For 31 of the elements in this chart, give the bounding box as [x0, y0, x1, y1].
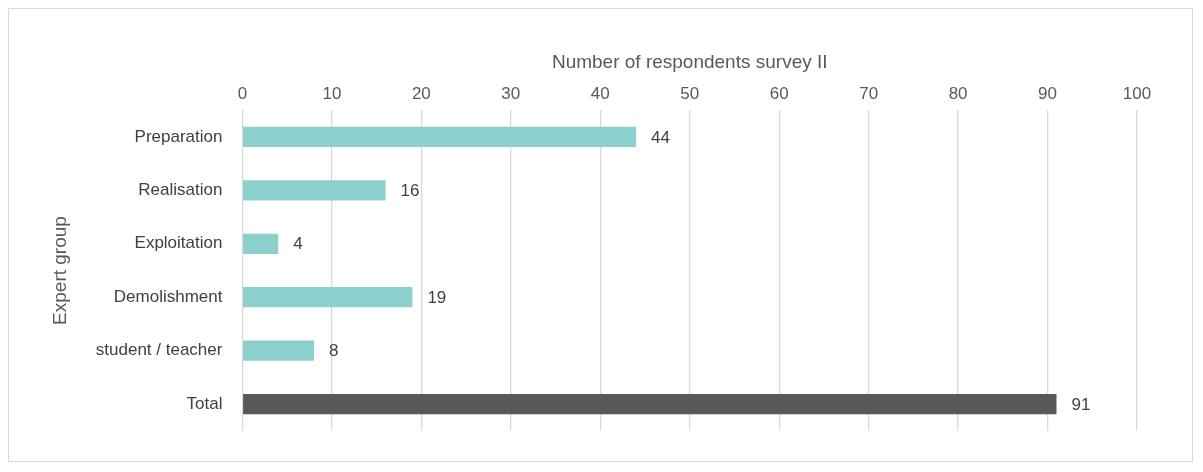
x-tick-label: 70 — [859, 83, 879, 103]
y-tick-label: Exploitation — [134, 233, 223, 253]
data-label: 91 — [1071, 394, 1091, 414]
x-tick-label: 30 — [501, 83, 521, 103]
bar — [243, 233, 279, 254]
x-axis-title: Number of respondents survey II — [551, 50, 828, 72]
x-tick-label: 40 — [590, 83, 610, 103]
y-tick-label: student / teacher — [95, 340, 223, 360]
x-tick-label: 50 — [680, 83, 700, 103]
bar — [243, 393, 1057, 415]
y-tick-label: Realisation — [138, 180, 223, 200]
y-tick-label: Demolishment — [113, 286, 223, 306]
data-label: 44 — [651, 127, 670, 147]
x-tick-label: 0 — [237, 83, 248, 103]
data-label: 16 — [400, 181, 420, 201]
x-tick-label: 60 — [769, 83, 789, 103]
x-tick-label: 20 — [411, 83, 431, 103]
x-tick-label: 90 — [1038, 83, 1057, 103]
x-tick-label: 80 — [948, 83, 968, 103]
bar — [243, 180, 386, 201]
x-tick-label: 100 — [1122, 83, 1152, 103]
data-label: 4 — [293, 234, 303, 254]
y-axis-title: Expert group — [48, 216, 70, 325]
y-tick-label: Preparation — [134, 126, 223, 146]
data-label: 8 — [329, 341, 339, 361]
data-label: 19 — [427, 287, 447, 307]
bar — [243, 126, 637, 148]
bar — [243, 287, 413, 308]
bar — [243, 340, 314, 361]
y-tick-label: Total — [186, 393, 223, 413]
x-tick-label: 10 — [322, 83, 342, 103]
